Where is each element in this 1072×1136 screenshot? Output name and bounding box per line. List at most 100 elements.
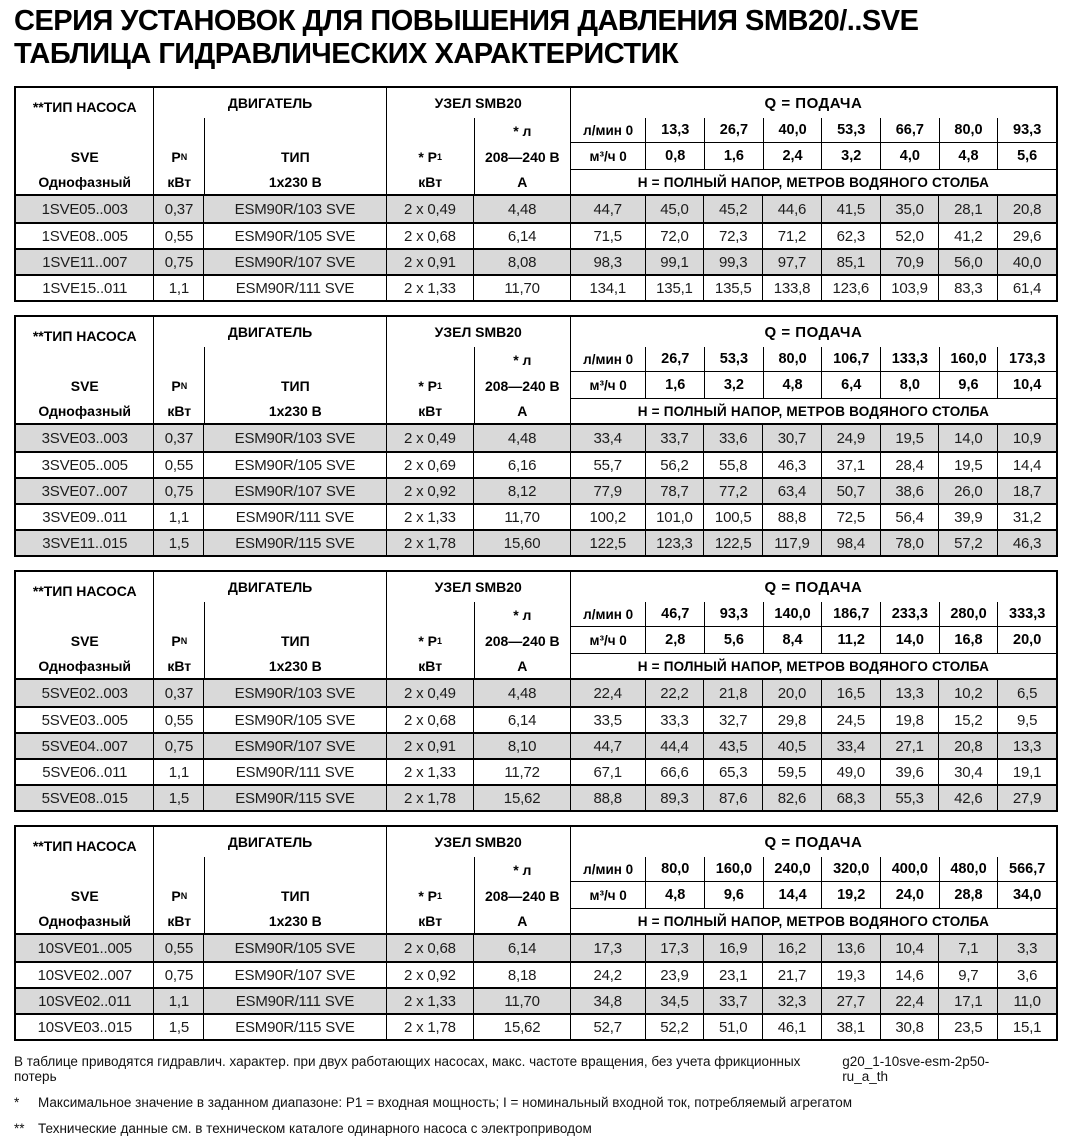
- pn-cell: 0,55: [153, 708, 203, 732]
- page-title-line1: СЕРИЯ УСТАНОВОК ДЛЯ ПОВЫШЕНИЯ ДАВЛЕНИЯ S…: [14, 5, 919, 37]
- table-row: 5SVE02..003 0,37 ESM90R/103 SVE 2 x 0,49 4,4…: [16, 680, 1056, 706]
- amps-cell: 8,10: [473, 734, 570, 758]
- head-value-cell: 122,5: [569, 531, 645, 555]
- head-value-cell: 6,5: [997, 680, 1056, 706]
- head-value-cell: 99,1: [644, 250, 704, 274]
- q-lmin-value: 26,7: [704, 118, 763, 142]
- amps-cell: 8,12: [473, 479, 570, 503]
- table-row: 5SVE06..011 1,1 ESM90R/111 SVE 2 x 1,33 11,7…: [16, 758, 1056, 784]
- head-value-cell: 22,4: [569, 680, 645, 706]
- head-value-cell: 10,4: [879, 935, 939, 961]
- q-lmin-value: 66,7: [880, 118, 939, 142]
- head-value-cell: 20,8: [997, 196, 1056, 222]
- type-column-header: ТИП 1x230 В: [204, 347, 386, 423]
- head-value-cell: 15,1: [997, 1015, 1056, 1039]
- q-m3h-value: 1,6: [645, 372, 704, 398]
- head-value-cell: 40,5: [762, 734, 821, 758]
- single-phase-label: Однофазный: [38, 913, 132, 929]
- voltage-label: 1x230 В: [268, 658, 322, 674]
- head-value-cell: 38,1: [820, 1015, 880, 1039]
- q-m3h-value: 8,0: [880, 372, 939, 398]
- voltage-range-label: 208—240 В: [484, 148, 560, 165]
- head-value-cell: 18,7: [997, 479, 1056, 503]
- motor-type-cell: ESM90R/105 SVE: [203, 935, 385, 961]
- head-value-cell: 9,7: [938, 963, 997, 987]
- head-note: Н = ПОЛНЫЙ НАПОР, МЕТРОВ ВОДЯНОГО СТОЛБА: [637, 403, 990, 419]
- single-phase-label: Однофазный: [38, 174, 132, 190]
- q-lmin-value: 160,0: [704, 857, 763, 881]
- current-column-header: * л 208—240 В А: [473, 347, 570, 423]
- head-value-cell: 87,6: [703, 786, 762, 810]
- p1-subscript: 1: [437, 151, 443, 162]
- q-m3h-value: 6,4: [821, 372, 880, 398]
- pump-type-label: **ТИП НАСОСА: [32, 838, 137, 854]
- q-lmin-value: 40,0: [762, 118, 822, 142]
- voltage-label: 1x230 В: [268, 174, 322, 190]
- q-m3h-value: 11,2: [821, 627, 880, 653]
- head-value-cell: 13,3: [997, 734, 1056, 758]
- table-body: 3SVE03..003 0,37 ESM90R/103 SVE 2 x 0,49 4,4…: [16, 423, 1056, 555]
- q-m3h-value: 3,2: [704, 372, 763, 398]
- voltage-range-label: 208—240 В: [484, 632, 560, 649]
- amps-cell: 11,72: [473, 760, 570, 784]
- head-value-cell: 123,3: [644, 531, 704, 555]
- p1-cell: 2 x 0,68: [385, 708, 474, 732]
- model-cell: 3SVE03..003: [41, 429, 128, 447]
- pn-cell: 0,37: [153, 680, 203, 706]
- current-label: * л: [513, 122, 532, 139]
- head-value-cell: 135,1: [644, 276, 704, 300]
- q-title: Q = ПОДАЧА: [764, 578, 863, 596]
- head-value-cell: 52,2: [644, 1015, 704, 1039]
- q-lmin-value: 480,0: [938, 857, 998, 881]
- head-value-cell: 45,2: [703, 196, 762, 222]
- head-note: Н = ПОЛНЫЙ НАПОР, МЕТРОВ ВОДЯНОГО СТОЛБА: [637, 658, 990, 674]
- table-row: 5SVE04..007 0,75 ESM90R/107 SVE 2 x 0,91 8,1…: [16, 732, 1056, 758]
- motor-group-title: ДВИГАТЕЛЬ: [227, 324, 313, 340]
- table-row: 10SVE01..005 0,55 ESM90R/105 SVE 2 x 0,68 6,…: [16, 935, 1056, 961]
- model-cell: 10SVE02..011: [38, 992, 132, 1010]
- motor-type-cell: ESM90R/105 SVE: [203, 224, 385, 248]
- pn-cell: 0,75: [153, 963, 203, 987]
- head-value-cell: 10,9: [997, 425, 1056, 451]
- type-label: ТИП: [280, 632, 310, 649]
- amps-cell: 8,08: [473, 250, 570, 274]
- head-value-cell: 37,1: [820, 453, 880, 477]
- smb20-group-title: УЗЕЛ SMB20: [434, 324, 522, 340]
- head-value-cell: 27,1: [879, 734, 939, 758]
- current-column-header: * л 208—240 В А: [473, 118, 570, 194]
- head-value-cell: 100,5: [703, 505, 762, 529]
- model-cell: 10SVE03..015: [37, 1018, 133, 1036]
- head-value-cell: 23,1: [703, 963, 762, 987]
- q-lmin-value: 133,3: [880, 347, 939, 371]
- head-value-cell: 27,7: [820, 989, 880, 1013]
- model-cell: 10SVE01..005: [37, 939, 133, 957]
- head-value-cell: 78,0: [879, 531, 939, 555]
- pn-subscript: N: [180, 890, 188, 901]
- head-value-cell: 39,9: [938, 505, 997, 529]
- q-lmin-value: 173,3: [997, 347, 1056, 371]
- footnote-star-marker: *: [14, 1095, 20, 1110]
- p1-cell: 2 x 0,69: [385, 453, 474, 477]
- model-cell: 3SVE11..015: [42, 534, 128, 552]
- model-cell: 5SVE02..003: [41, 684, 128, 702]
- q-m3h-row: м³/ч 0 1,6 3,2 4,8 6,4 8,0 9,6 10,4: [570, 372, 1056, 399]
- pn-unit-label: кВт: [167, 174, 192, 190]
- head-value-cell: 13,3: [879, 680, 939, 706]
- amps-label: А: [517, 913, 528, 929]
- pn-symbol: P: [171, 148, 181, 165]
- head-value-cell: 17,1: [938, 989, 997, 1013]
- pump-type-column-header: **ТИП НАСОСА SVE Однофазный: [16, 827, 153, 933]
- model-cell: 3SVE09..011: [42, 508, 128, 526]
- head-value-cell: 44,7: [569, 734, 645, 758]
